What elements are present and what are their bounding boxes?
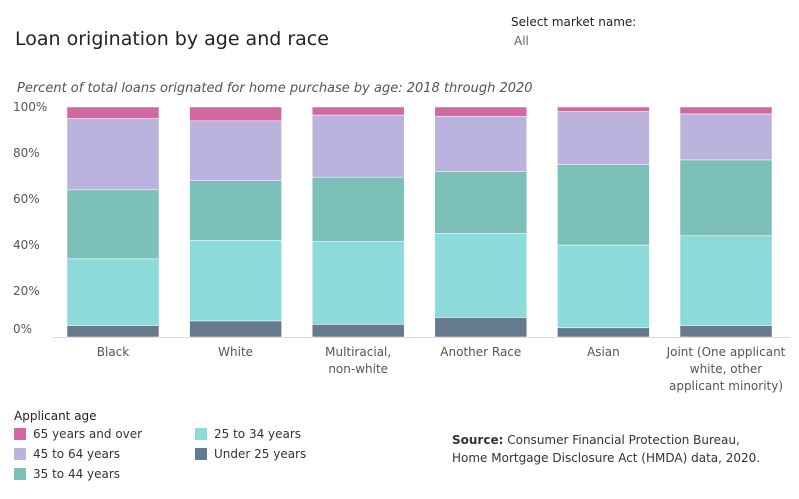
legend-label: Under 25 years xyxy=(214,447,307,461)
y-tick-label: 40% xyxy=(13,238,40,252)
bar-segment[interactable] xyxy=(679,325,773,338)
bar-segment[interactable] xyxy=(557,106,650,112)
legend-label: 65 years and over xyxy=(33,427,143,441)
source-note: Source: Consumer Financial Protection Bu… xyxy=(452,431,772,467)
bar-segment[interactable] xyxy=(311,106,405,116)
bar-segment[interactable] xyxy=(189,106,282,122)
x-tick-label: applicant minority) xyxy=(669,379,783,393)
legend-item-45-to-64[interactable]: 45 to 64 years xyxy=(14,447,120,461)
x-tick-label: Joint (One applicant xyxy=(666,345,786,359)
x-tick-label: Asian xyxy=(587,345,620,359)
legend-item-65-and-over[interactable]: 65 years and over xyxy=(14,427,142,441)
y-tick-label: 100% xyxy=(13,100,47,114)
x-tick-label: Black xyxy=(97,345,130,359)
x-tick-label: non-white xyxy=(328,362,388,376)
bar-segment[interactable] xyxy=(66,258,160,326)
bar-segment[interactable] xyxy=(434,171,528,234)
bar-segment[interactable] xyxy=(557,164,650,246)
legend-swatch xyxy=(14,428,26,440)
bar-segment[interactable] xyxy=(557,111,650,165)
legend-item-35-to-44[interactable]: 35 to 44 years xyxy=(14,467,120,481)
y-tick-label: 0% xyxy=(13,322,32,336)
bar-segment[interactable] xyxy=(434,106,528,117)
bar-segment[interactable] xyxy=(311,176,405,242)
bar-segment[interactable] xyxy=(311,114,405,178)
bar-segment[interactable] xyxy=(311,241,405,325)
bar-segment[interactable] xyxy=(679,106,773,115)
bar-segment[interactable] xyxy=(679,159,773,237)
legend-label: 35 to 44 years xyxy=(33,467,121,481)
bar-segment[interactable] xyxy=(679,235,773,326)
legend-swatch xyxy=(14,468,26,480)
x-tick-label: Another Race xyxy=(440,345,521,359)
legend-swatch xyxy=(195,428,207,440)
legend-label: 45 to 64 years xyxy=(33,447,121,461)
x-tick-label: white, other xyxy=(690,362,763,376)
legend-swatch xyxy=(14,448,26,460)
bar-segment[interactable] xyxy=(66,106,160,119)
bar-segment[interactable] xyxy=(66,118,160,191)
bar-segment[interactable] xyxy=(434,233,528,318)
bar-segment[interactable] xyxy=(557,327,650,338)
chart-subtitle: Percent of total loans orignated for hom… xyxy=(17,81,533,96)
legend-label: 25 to 34 years xyxy=(214,427,302,441)
bar-segment[interactable] xyxy=(189,180,282,241)
bar-segment[interactable] xyxy=(434,317,528,338)
legend-item-under-25[interactable]: Under 25 years xyxy=(195,447,306,461)
legend-title: Applicant age xyxy=(14,409,97,423)
legend-item-25-to-34[interactable]: 25 to 34 years xyxy=(195,427,301,441)
source-label: Source: xyxy=(452,433,504,447)
bar-segment[interactable] xyxy=(679,113,773,161)
bar-segment[interactable] xyxy=(189,120,282,181)
x-tick-label: White xyxy=(218,345,253,359)
stacked-bar-chart: 0% 20% 40% 60% 80% 100% Black White Multiracial,… xyxy=(13,100,790,393)
bar-segment[interactable] xyxy=(311,324,405,338)
bar-segment[interactable] xyxy=(189,320,282,338)
bar-segment[interactable] xyxy=(434,115,528,172)
bar-segment[interactable] xyxy=(557,244,650,329)
market-filter-dropdown[interactable]: All xyxy=(514,34,529,48)
legend: 65 years and over 45 to 64 years 35 to 4… xyxy=(14,427,334,487)
market-filter-label: Select market name: xyxy=(511,15,637,29)
y-tick-label: 20% xyxy=(13,284,40,298)
bar-segment[interactable] xyxy=(66,325,160,338)
chart-title: Loan origination by age and race xyxy=(15,28,329,50)
y-tick-label: 60% xyxy=(13,192,40,206)
bar-segment[interactable] xyxy=(189,240,282,322)
legend-swatch xyxy=(195,448,207,460)
x-tick-label: Multiracial, xyxy=(325,345,391,359)
source-text: Consumer Financial Protection Bureau, Ho… xyxy=(452,433,761,465)
y-tick-label: 80% xyxy=(13,146,40,160)
bar-segment[interactable] xyxy=(66,189,160,260)
